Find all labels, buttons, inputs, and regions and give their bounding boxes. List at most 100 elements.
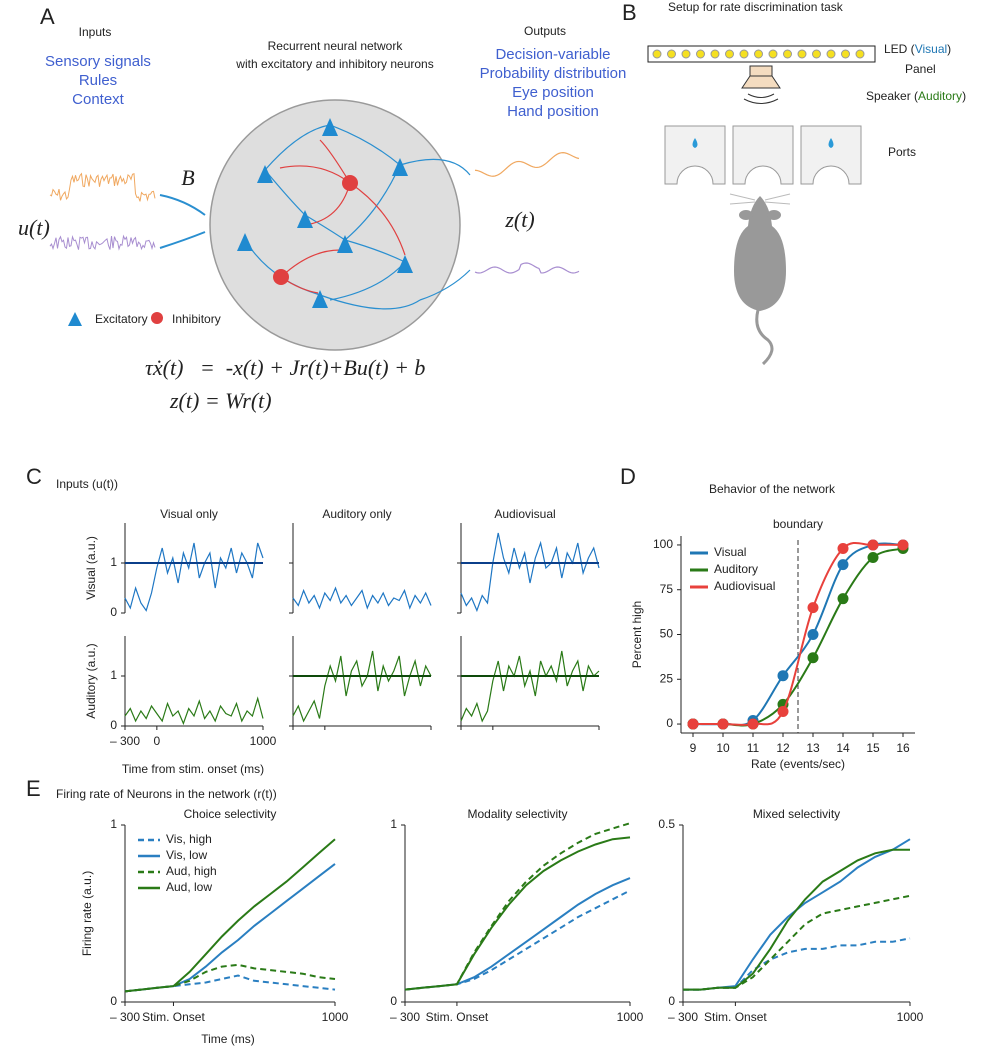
input-trace — [460, 532, 600, 613]
input-trace — [124, 542, 264, 612]
legend-label: Audiovisual — [714, 579, 775, 593]
input-weight: B — [181, 165, 194, 190]
output-item: Hand position — [507, 103, 599, 120]
sound-waves — [743, 93, 779, 104]
input-trace — [292, 650, 432, 723]
equation: z(t) = Wr(t) — [169, 388, 272, 413]
rate-line — [683, 838, 911, 991]
legend-icon — [151, 312, 163, 324]
y-tick-label: 75 — [660, 582, 674, 596]
inhibitory-neuron — [342, 175, 358, 191]
input-trace — [460, 650, 600, 723]
panel-label: B — [622, 0, 637, 25]
inhibitory-neuron — [273, 269, 289, 285]
led — [754, 49, 763, 59]
x-tick-label: 16 — [896, 741, 910, 755]
data-point — [777, 706, 789, 718]
setup-label: Ports — [888, 145, 916, 159]
column-title: Visual only — [160, 507, 218, 521]
x-tick-label: 0 — [154, 734, 161, 748]
led — [725, 49, 734, 59]
input-item: Context — [72, 91, 125, 108]
y-tick-label: 0 — [390, 994, 397, 1008]
rate-line — [404, 889, 631, 991]
legend-label: Vis, low — [166, 848, 207, 862]
legend-label: Excitatory — [95, 312, 148, 326]
whiskers — [729, 193, 791, 205]
x-tick-label: 12 — [776, 741, 790, 755]
rate-line — [683, 894, 911, 991]
equation: τẋ(t) = -x(t) + Jr(t)+Bu(t) + b — [145, 355, 425, 380]
x-axis-label: Time from stim. onset (ms) — [122, 762, 264, 776]
panel-label: D — [620, 464, 636, 489]
data-point — [897, 539, 909, 551]
y-tick-label: 25 — [660, 671, 674, 685]
data-point — [687, 718, 699, 730]
x-tick-label: 14 — [836, 741, 850, 755]
data-point — [777, 670, 789, 682]
setup-label-part: Auditory — [918, 89, 962, 103]
led — [855, 49, 865, 59]
x-tick-label: Stim. Onset — [426, 1010, 489, 1024]
inputs-title: Inputs — [79, 25, 112, 39]
led — [768, 49, 778, 59]
decorative-trace — [474, 262, 580, 274]
network-title: with excitatory and inhibitory neurons — [235, 57, 433, 71]
y-tick-label: 50 — [660, 627, 674, 641]
panel-title: Setup for rate discrimination task — [668, 0, 844, 14]
x-tick-label: – 300 — [390, 1010, 420, 1024]
data-point — [867, 551, 879, 563]
led — [841, 49, 850, 59]
input-item: Rules — [79, 72, 117, 89]
led — [826, 49, 836, 59]
output-symbol: z(t) — [504, 207, 534, 232]
x-tick-label: 10 — [716, 741, 730, 755]
speaker — [741, 65, 781, 89]
x-tick-label: – 300 — [110, 1010, 140, 1024]
legend-label: Inhibitory — [172, 312, 221, 326]
panel-label: E — [26, 776, 41, 801]
x-tick-label: – 300 — [668, 1010, 698, 1024]
led — [652, 49, 662, 59]
led — [710, 49, 720, 59]
data-point — [807, 629, 819, 640]
network-title: Recurrent neural network — [268, 39, 404, 53]
boundary-label: boundary — [773, 517, 823, 531]
legend-label: Vis, high — [166, 832, 212, 846]
y-tick-label: 0 — [110, 605, 117, 619]
led — [667, 49, 676, 59]
legend-label: Auditory — [714, 562, 758, 576]
data-point — [837, 559, 849, 571]
y-tick-label: 0 — [666, 716, 673, 730]
rate-line — [404, 836, 631, 991]
y-tick-label: 100 — [653, 537, 673, 551]
x-tick-label: 15 — [866, 741, 880, 755]
network-circle — [209, 99, 461, 351]
x-tick-label: 1000 — [617, 1010, 644, 1024]
chart-title: Mixed selectivity — [753, 807, 840, 821]
y-tick-label: 0.5 — [658, 817, 675, 831]
data-point — [717, 718, 729, 730]
rate-line — [404, 822, 631, 991]
x-tick-label: 13 — [806, 741, 820, 755]
outputs-title: Outputs — [524, 24, 566, 38]
y-tick-label: 1 — [110, 555, 117, 569]
chart-title: Modality selectivity — [467, 807, 567, 821]
data-point — [867, 539, 879, 551]
panel-label: C — [26, 464, 42, 489]
y-tick-label: 1 — [390, 817, 397, 831]
ports — [664, 125, 862, 185]
data-point — [837, 593, 849, 605]
rate-line — [124, 838, 336, 993]
setup-label-part: ) — [962, 89, 966, 103]
setup-label-part: Visual — [915, 42, 947, 56]
setup-label-part: LED ( — [884, 42, 915, 56]
panel-title: Inputs (u(t)) — [56, 477, 118, 491]
led — [783, 49, 792, 59]
x-tick-label: 1000 — [250, 734, 277, 748]
setup-label: Panel — [905, 62, 936, 76]
y-tick-label: 1 — [110, 668, 117, 682]
leds — [652, 49, 865, 59]
x-tick-label: Stim. Onset — [704, 1010, 767, 1024]
